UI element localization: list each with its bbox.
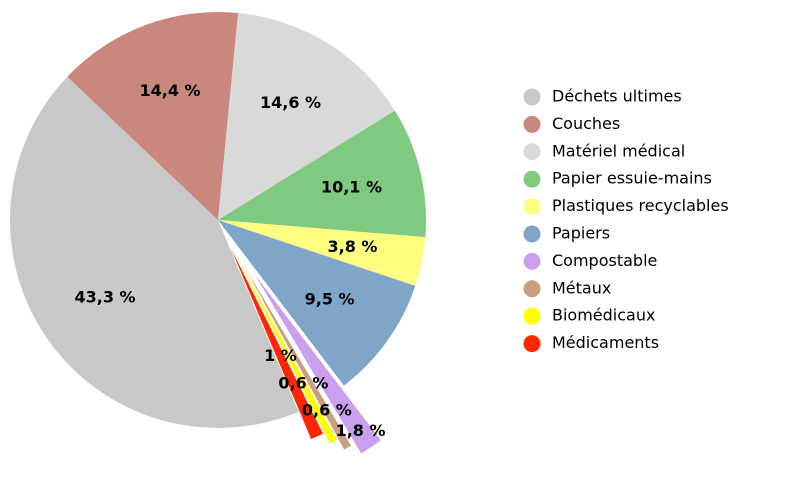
data-label: 0,6 % — [278, 374, 328, 393]
legend-marker — [523, 307, 541, 325]
legend-label: Papiers — [552, 224, 610, 243]
data-label: 14,4 % — [139, 81, 200, 100]
data-label: 14,6 % — [260, 93, 321, 112]
legend-marker — [523, 170, 541, 188]
legend-label: Médicaments — [552, 333, 659, 352]
legend-label: Compostable — [552, 251, 657, 270]
legend-marker — [523, 280, 541, 298]
pie-slice — [244, 266, 352, 450]
legend-label: Métaux — [552, 278, 611, 297]
legend-label: Matériel médical — [552, 141, 685, 160]
legend-marker — [523, 252, 541, 270]
pie-slice — [67, 11, 239, 220]
legend-label: Biomédicaux — [552, 306, 655, 325]
pie-slice — [218, 12, 395, 220]
legend-marker — [523, 225, 541, 243]
data-label: 10,1 % — [321, 177, 382, 196]
pie-slice — [230, 247, 324, 440]
data-label: 0,6 % — [302, 401, 352, 420]
legend-marker — [523, 143, 541, 161]
data-label: 9,5 % — [305, 289, 355, 308]
pie-slice — [218, 220, 426, 286]
pie-slice — [218, 220, 416, 386]
pie-slice — [10, 76, 299, 428]
legend-label: Couches — [552, 114, 620, 133]
legend-marker — [523, 115, 541, 133]
data-label: 3,8 % — [328, 237, 378, 256]
legend-label: Papier essuie-mains — [552, 169, 712, 188]
legend-label: Déchets ultimes — [552, 87, 682, 106]
data-label: 1,8 % — [336, 421, 386, 440]
legend-label: Plastiques recyclables — [552, 196, 729, 215]
pie-slice — [218, 110, 426, 238]
legend-marker — [523, 88, 541, 106]
legend-marker — [523, 198, 541, 216]
pie-slice — [254, 274, 381, 454]
pie-slice — [237, 257, 337, 444]
data-label: 43,3 % — [74, 288, 135, 307]
legend-marker — [523, 335, 541, 353]
data-label: 1 % — [264, 346, 297, 365]
